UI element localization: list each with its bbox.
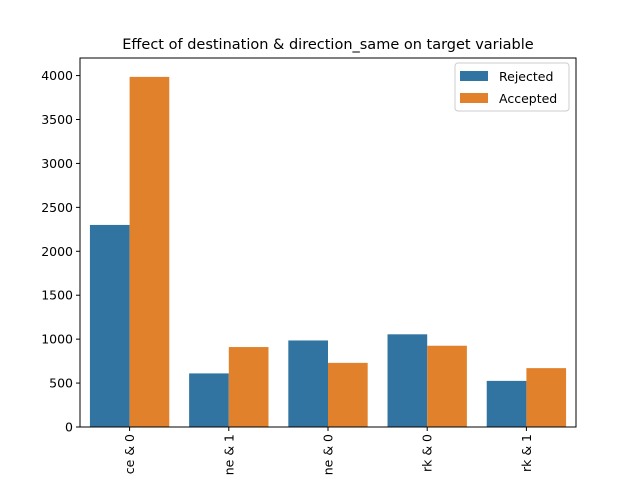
y-tick-label: 2000 [41,244,73,259]
legend-swatch-1 [460,93,488,103]
legend-label-0: Rejected [499,69,553,84]
bar-accepted-0 [129,76,170,427]
y-tick-label: 3000 [41,156,73,171]
y-axis: 0 500 1000 1500 2000 2500 3000 3500 4000 [41,68,80,435]
axes-frame [79,57,577,428]
bar-rejected-3 [387,334,428,427]
bar-accepted-4 [526,368,567,427]
x-axis: ce & 0 ne & 1 ne & 0 rk & 0 rk & 1 [122,427,534,475]
bar-rejected-0 [89,224,130,427]
chart-title: Effect of destination & direction_same o… [122,37,534,53]
bar-rejected-4 [486,380,527,427]
y-tick-label: 4000 [41,68,73,83]
y-tick-label: 2500 [41,200,73,215]
x-tick-label: ne & 1 [221,434,236,475]
bar-accepted-3 [427,345,467,427]
y-tick-label: 0 [65,420,73,435]
y-tick-label: 3500 [41,112,73,127]
bar-accepted-1 [228,347,269,427]
bars [89,76,567,427]
y-tick-label: 1500 [41,288,73,303]
legend: Rejected Accepted [454,62,570,112]
bar-rejected-1 [189,373,229,427]
x-tick-label: ce & 0 [122,434,137,474]
bar-rejected-2 [288,340,328,427]
y-tick-label: 500 [49,376,73,391]
legend-swatch-0 [460,71,488,81]
y-tick-label: 1000 [41,332,73,347]
x-tick-label: ne & 0 [321,434,336,475]
x-tick-label: rk & 1 [519,434,534,472]
legend-label-1: Accepted [499,91,557,106]
x-tick-label: rk & 0 [420,434,435,472]
bar-accepted-2 [328,362,368,427]
